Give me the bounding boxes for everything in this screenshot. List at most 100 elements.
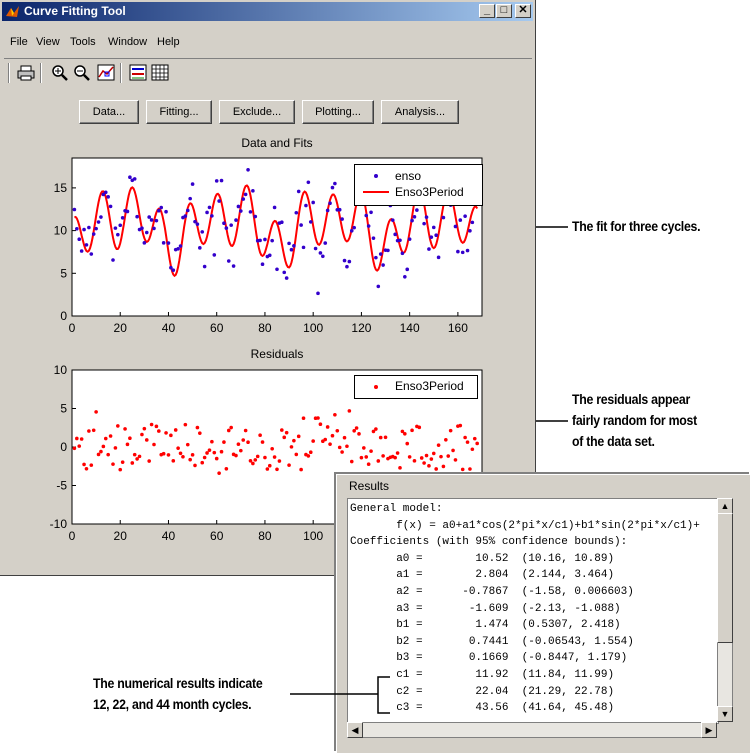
data-point [241,197,246,201]
data-point [75,226,79,231]
results-textbox[interactable]: General model: f(x) = a0+a1*cos(2*pi*x/c… [347,498,719,724]
data-point [299,223,303,227]
menu-tools[interactable]: Tools [70,36,96,48]
residual-point [164,431,168,435]
scroll-down-icon[interactable]: ▼ [717,706,733,722]
data-point [154,218,159,223]
toolbar-separator [120,63,122,83]
residual-point [299,467,303,472]
menu-view[interactable]: View [36,36,60,48]
residual-point [166,453,171,457]
data-cursor-icon[interactable] [96,63,116,83]
y-tick-label: -5 [56,479,67,493]
plotting-button[interactable]: Plotting... [302,100,374,124]
legend-icon[interactable] [128,63,148,83]
residuals-legend[interactable]: Enso3Period [354,375,478,399]
menu-help[interactable]: Help [157,36,180,48]
residual-point [137,454,142,459]
residual-point [106,452,110,457]
data-point [260,262,265,267]
x-tick-label: 140 [400,321,420,335]
scroll-thumb[interactable] [717,513,733,643]
data-point [294,210,299,215]
residual-point [77,444,82,448]
data-point [407,237,412,241]
data-point [381,263,385,267]
data-point [374,255,378,260]
zoom-in-icon[interactable] [50,63,70,83]
analysis-button[interactable]: Analysis... [381,100,459,124]
residual-point [140,432,144,437]
horizontal-scrollbar[interactable]: ◀ ▶ [347,722,717,738]
residual-point [441,464,446,469]
results-line: a0 = 10.52 (10.16, 10.89) [350,552,615,565]
residual-point [287,463,291,467]
residual-point [325,425,330,429]
residual-point [246,440,250,445]
num-callout-bracket [377,676,390,714]
residual-point [130,461,135,465]
data-point [108,204,113,209]
print-icon[interactable] [16,63,36,83]
data-point [352,225,356,230]
data-point [212,253,217,257]
data-point [200,230,205,234]
fits-legend[interactable]: enso Enso3Period [354,164,483,206]
vertical-scrollbar[interactable]: ▲ ▼ [717,498,733,722]
grid-icon[interactable] [150,63,170,83]
data-point [412,215,417,219]
residual-point [275,467,279,472]
num-callout-line-2: 12, 22, and 44 month cycles. [93,696,252,712]
menu-window[interactable]: Window [108,36,148,48]
residual-point [94,410,98,414]
residual-point [132,452,137,457]
results-line: c3 = 43.56 (41.64, 45.48) [350,702,615,715]
data-point [378,252,383,256]
close-button[interactable]: ✕ [515,4,531,18]
fitting-button[interactable]: Fitting... [146,100,212,124]
data-button[interactable]: Data... [79,100,139,124]
data-point [224,226,229,230]
data-point [296,189,301,194]
scroll-right-icon[interactable]: ▶ [701,722,717,738]
y-tick-label: 5 [60,266,67,280]
residual-point [398,466,402,470]
data-point [202,264,207,269]
data-point [246,167,250,172]
window-title: Curve Fitting Tool [24,4,126,18]
residual-point [448,428,453,433]
residual-point [79,437,84,441]
title-bar[interactable]: Curve Fitting Tool _ □ ✕ [2,2,533,21]
results-line: a1 = 2.804 (2.144, 3.464) [350,569,615,582]
residual-point [205,451,209,455]
residual-point [270,447,274,451]
residual-point [91,428,96,433]
zoom-out-icon[interactable] [72,63,92,83]
y-tick-label: 5 [60,402,67,416]
fit-curve [74,184,479,278]
data-point [89,252,94,256]
residual-point [381,454,385,458]
exclude-button[interactable]: Exclude... [219,100,295,124]
data-point [424,215,429,219]
residual-point [243,428,248,433]
residual-point [234,453,238,458]
legend-data-label: enso [395,169,422,183]
maximize-button[interactable]: □ [496,4,512,18]
residual-point [383,435,388,440]
minimize-button[interactable]: _ [479,4,495,18]
menu-file[interactable]: File [10,36,28,48]
residual-point [72,446,77,451]
residual-point [222,440,226,444]
resid-callout-line-1: The residuals appear [572,391,690,407]
data-point [427,247,431,251]
results-line: b1 = 1.474 (0.5307, 2.418) [350,619,621,632]
residual-point [248,459,253,463]
legend-fit-label: Enso3Period [395,185,464,199]
scroll-left-icon[interactable]: ◀ [347,722,363,738]
residual-point [374,427,378,431]
data-point [311,200,315,205]
residual-point [345,444,349,449]
data-point [231,264,236,268]
residual-point [294,452,299,457]
